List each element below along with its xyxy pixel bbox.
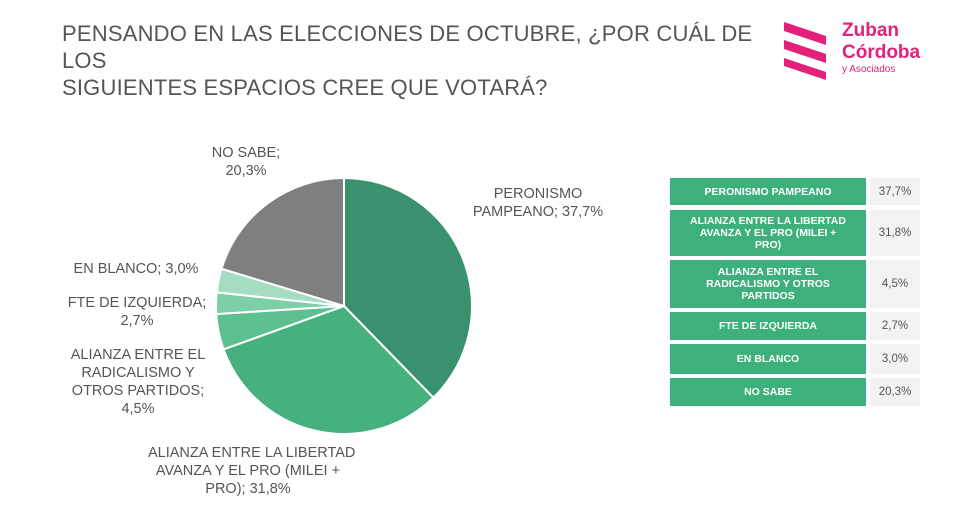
legend-row-4: EN BLANCO 3,0% (670, 344, 920, 374)
legend-name-4-line-0: EN BLANCO (736, 353, 800, 365)
pie-label-3: FTE DE IZQUIERDA; 2,7% (62, 294, 212, 330)
legend-row-5: NO SABE 20,3% (670, 378, 920, 406)
chart-title-line-2: SIGUIENTES ESPACIOS CREE QUE VOTARÁ? (62, 75, 548, 100)
pie-label-1-line-2: PRO); 31,8% (205, 481, 291, 497)
legend-value-2: 4,5% (870, 260, 920, 308)
pie-slice-1 (222, 304, 435, 435)
legend-name-1-line-2: PRO) (754, 239, 782, 251)
legend-name-0: PERONISMO PAMPEANO (670, 178, 866, 205)
pie-label-4: EN BLANCO; 3,0% (62, 260, 210, 278)
pie-label-4-line-0: EN BLANCO; 3,0% (73, 261, 199, 277)
pie-label-1-line-1: AVANZA Y EL PRO (MILEI + (155, 463, 341, 479)
logo-mark-icon (784, 22, 826, 80)
pie-label-0-line-0: PERONISMO (493, 186, 583, 202)
legend-row-0: PERONISMO PAMPEANO 37,7% (670, 178, 920, 205)
pie-label-3-line-0: FTE DE IZQUIERDA; (67, 295, 207, 311)
chart-title: PENSANDO EN LAS ELECCIONES DE OCTUBRE, ¿… (62, 20, 782, 101)
legend-name-2-line-0: ALIANZA ENTRE EL (717, 266, 819, 278)
zuban-cordoba-logo: Zuban Córdoba y Asociados (778, 16, 948, 86)
pie-label-1: ALIANZA ENTRE LA LIBERTAD AVANZA Y EL PRO… (148, 444, 356, 498)
legend-name-5-line-0: NO SABE (744, 386, 792, 398)
legend-row-1: ALIANZA ENTRE LA LIBERTAD AVANZA Y EL PRO… (670, 210, 920, 256)
pie-label-5-line-0: NO SABE; (211, 145, 281, 161)
legend-value-5: 20,3% (870, 378, 920, 406)
pie-label-2-line-3: 4,5% (121, 401, 155, 417)
legend-name-1-line-0: ALIANZA ENTRE LA LIBERTAD (690, 215, 846, 227)
chart-title-line-1: PENSANDO EN LAS ELECCIONES DE OCTUBRE, ¿… (62, 21, 753, 73)
pie-label-3-line-1: 2,7% (120, 313, 154, 329)
logo-line-3: y Asociados (842, 64, 896, 75)
pie-label-5: NO SABE; 20,3% (196, 144, 296, 180)
legend-name-2: ALIANZA ENTRE EL RADICALISMO Y OTROS PARTI… (670, 260, 866, 308)
legend-value-1: 31,8% (870, 210, 920, 256)
legend-row-3: FTE DE IZQUIERDA 2,7% (670, 312, 920, 340)
legend-name-1-line-1: AVANZA Y EL PRO (MILEI + (699, 227, 837, 239)
pie-label-2-line-1: RADICALISMO Y (81, 365, 195, 381)
legend-row-2: ALIANZA ENTRE EL RADICALISMO Y OTROS PARTI… (670, 260, 920, 308)
legend-name-3: FTE DE IZQUIERDA (670, 312, 866, 340)
legend-name-5: NO SABE (670, 378, 866, 406)
legend-value-0: 37,7% (870, 178, 920, 205)
legend-name-2-line-2: PARTIDOS (741, 290, 795, 302)
legend-name-3-line-0: FTE DE IZQUIERDA (718, 320, 817, 332)
pie-label-1-line-0: ALIANZA ENTRE LA LIBERTAD (148, 445, 356, 461)
pie-label-0: PERONISMO PAMPEANO; 37,7% (458, 185, 618, 221)
pie-label-2-line-2: OTROS PARTIDOS; (71, 383, 205, 399)
legend-name-4: EN BLANCO (670, 344, 866, 374)
legend-name-0-line-0: PERONISMO PAMPEANO (704, 185, 832, 198)
legend-value-4: 3,0% (870, 344, 920, 374)
legend-name-2-line-1: RADICALISMO Y OTROS (706, 278, 830, 290)
logo-line-2: Córdoba (842, 42, 921, 63)
legend-name-1: ALIANZA ENTRE LA LIBERTAD AVANZA Y EL PRO… (670, 210, 866, 256)
pie-label-5-line-1: 20,3% (225, 163, 267, 179)
pie-slice-5 (220, 176, 345, 308)
pie-label-0-line-1: PAMPEANO; 37,7% (472, 204, 604, 220)
legend-value-3: 2,7% (870, 312, 920, 340)
pie-slice-0 (343, 176, 474, 400)
logo-wordmark: Zuban Córdoba y Asociados (842, 20, 920, 76)
pie-label-2-line-0: ALIANZA ENTRE EL (70, 347, 206, 363)
logo-line-1: Zuban (842, 20, 899, 41)
pie-label-2: ALIANZA ENTRE EL RADICALISMO Y OTROS PARTI… (64, 346, 212, 418)
